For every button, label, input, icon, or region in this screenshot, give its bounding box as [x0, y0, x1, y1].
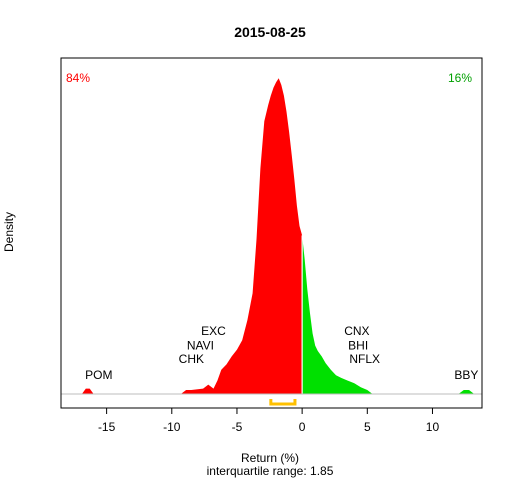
ticker-label-exc: EXC [201, 324, 226, 338]
chart-subtitle: interquartile range: 1.85 [207, 464, 334, 478]
x-axis-label: Return (%) [241, 451, 299, 465]
ticker-label-bby: BBY [454, 368, 478, 382]
ticker-label-nflx: NFLX [349, 352, 380, 366]
plot-frame [60, 57, 483, 409]
ticker-label-bhi: BHI [348, 339, 368, 353]
chart-title: 2015-08-25 [234, 24, 306, 40]
negative-density-area [81, 78, 303, 394]
positive-percent-label: 16% [448, 71, 472, 85]
x-tick-label: -10 [163, 420, 181, 434]
negative-percent-label: 84% [66, 71, 90, 85]
y-axis-label: Density [2, 212, 16, 252]
x-tick-label: -15 [98, 420, 116, 434]
x-tick-label: -5 [232, 420, 243, 434]
ticker-label-navi: NAVI [187, 339, 214, 353]
ticker-label-cnx: CNX [344, 324, 369, 338]
positive-density-area [302, 235, 475, 394]
ticker-label-chk: CHK [179, 352, 204, 366]
x-tick-label: 5 [364, 420, 371, 434]
interquartile-bracket [269, 399, 297, 406]
x-tick-label: 0 [299, 420, 306, 434]
x-tick-label: 10 [426, 420, 440, 434]
ticker-label-pom: POM [85, 368, 112, 382]
